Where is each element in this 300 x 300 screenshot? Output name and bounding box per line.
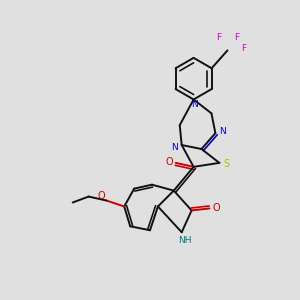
Text: F: F [216, 33, 221, 42]
Text: S: S [223, 159, 229, 169]
Text: F: F [234, 33, 239, 42]
Text: NH: NH [178, 236, 191, 245]
Text: N: N [219, 127, 226, 136]
Text: O: O [213, 203, 220, 214]
Text: N: N [171, 142, 178, 152]
Text: N: N [191, 100, 198, 109]
Text: F: F [241, 44, 246, 53]
Text: O: O [98, 190, 105, 201]
Text: O: O [165, 157, 172, 167]
